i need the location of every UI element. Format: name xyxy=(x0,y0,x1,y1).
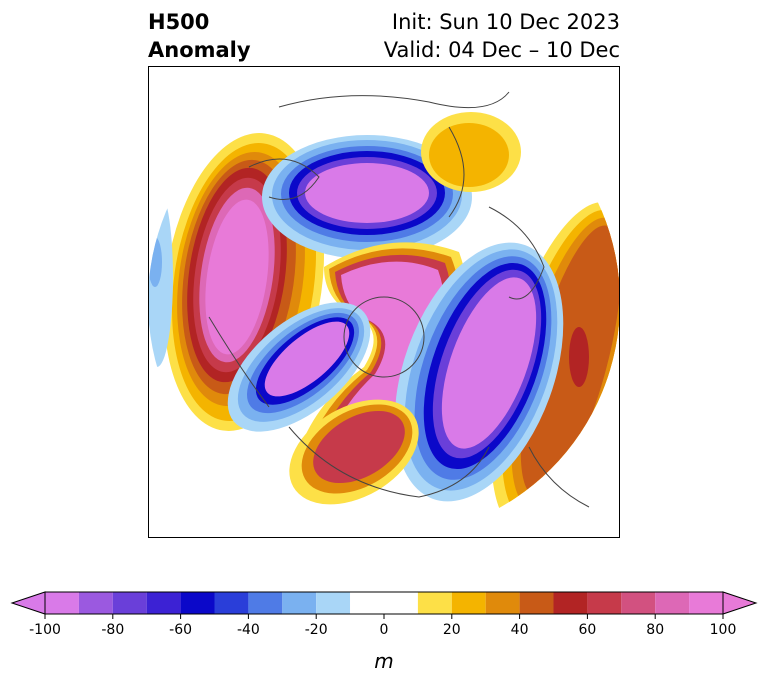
colorbar-bin xyxy=(112,592,147,614)
colorbar-ticks: -100 -80 -60 -40 -20 0 20 40 60 80 100 xyxy=(29,614,736,638)
colorbar-bin xyxy=(214,592,249,614)
trough-east xyxy=(394,242,564,502)
colorbar: -100 -80 -60 -40 -20 0 20 40 60 80 100 m xyxy=(0,584,768,684)
ridge-south xyxy=(289,399,419,505)
colorbar-tick-label: -60 xyxy=(169,622,192,638)
title-field-type: Anomaly xyxy=(148,38,251,62)
colorbar-units-label: m xyxy=(374,649,393,673)
colorbar-bin xyxy=(689,592,723,614)
colorbar-bin xyxy=(451,592,486,614)
colorbar-extend-high xyxy=(722,591,758,615)
colorbar-bin xyxy=(417,592,452,614)
colorbar-extend-low xyxy=(10,591,46,615)
colorbar-bin xyxy=(180,592,215,614)
colorbar-bin xyxy=(248,592,283,614)
coastlines xyxy=(208,91,590,508)
colorbar-tick-label: 80 xyxy=(646,622,664,638)
colorbar-svg: -100 -80 -60 -40 -20 0 20 40 60 80 100 m xyxy=(10,591,758,673)
trough-north xyxy=(262,135,472,259)
title-field: H500 xyxy=(148,10,210,34)
colorbar-bin xyxy=(282,592,317,614)
colorbar-tick-label: 20 xyxy=(443,622,461,638)
colorbar-bin xyxy=(350,592,418,614)
colorbar-bin xyxy=(316,592,351,614)
colorbar-bin xyxy=(78,592,113,614)
colorbar-bin xyxy=(553,592,588,614)
ridge-northeast xyxy=(421,112,521,192)
colorbar-bin xyxy=(587,592,622,614)
colorbar-bin xyxy=(45,592,79,614)
colorbar-bin xyxy=(146,592,181,614)
colorbar-tick-label: -40 xyxy=(237,622,260,638)
valid-time: Valid: 04 Dec – 10 Dec xyxy=(383,38,620,62)
colorbar-tick-label: -80 xyxy=(101,622,124,638)
anomaly-map xyxy=(149,67,619,537)
anomaly-shading xyxy=(149,112,619,532)
title-right: Init: Sun 10 Dec 2023 Valid: 04 Dec – 10… xyxy=(384,8,620,64)
colorbar-tick-label: -20 xyxy=(305,622,328,638)
colorbar-cells xyxy=(10,591,758,615)
colorbar-tick-label: 0 xyxy=(380,622,389,638)
colorbar-bin xyxy=(655,592,690,614)
colorbar-bin xyxy=(519,592,554,614)
colorbar-tick-label: -100 xyxy=(29,622,61,638)
ridge-east xyxy=(491,202,619,532)
map-panel xyxy=(148,66,620,538)
colorbar-tick-label: 60 xyxy=(578,622,596,638)
init-time: Init: Sun 10 Dec 2023 xyxy=(391,10,620,34)
colorbar-bin xyxy=(485,592,520,614)
title-left: H500 Anomaly xyxy=(148,8,251,64)
colorbar-tick-label: 100 xyxy=(710,622,737,638)
colorbar-tick-label: 40 xyxy=(511,622,529,638)
colorbar-bin xyxy=(621,592,656,614)
